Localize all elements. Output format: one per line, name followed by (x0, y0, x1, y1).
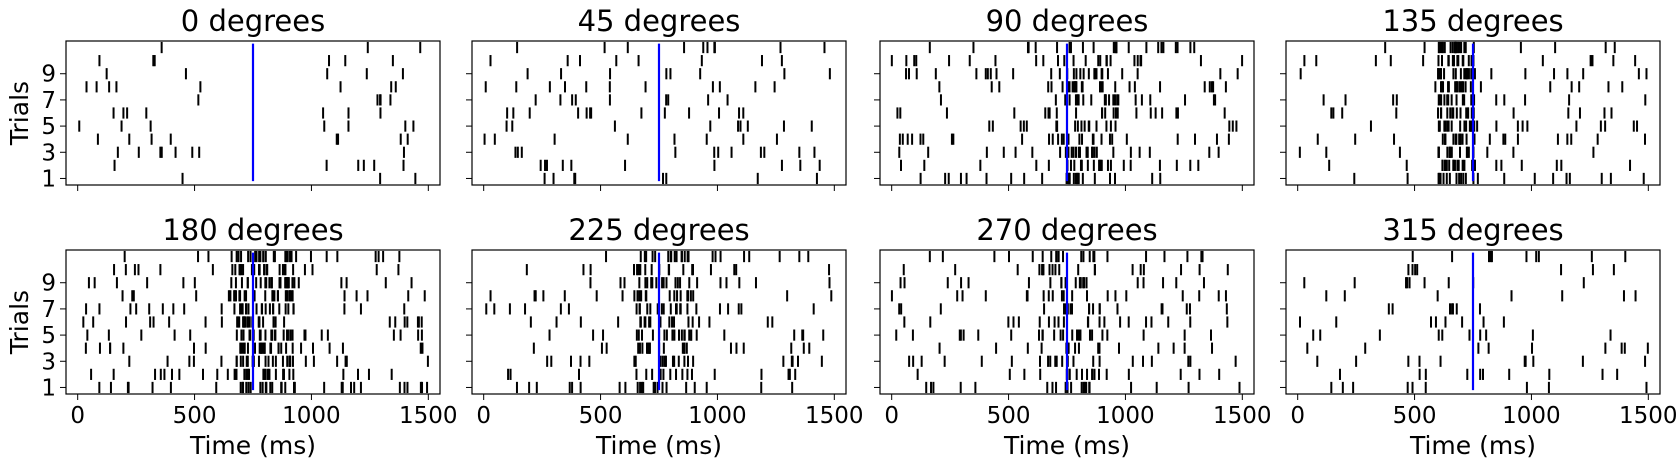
panel-title: 45 degrees (578, 4, 741, 38)
spike-train-group (82, 250, 429, 394)
x-tick-label: 1500 (399, 403, 458, 429)
spike-train-group (890, 250, 1241, 394)
x-tick-label: 500 (173, 403, 217, 429)
axes-frame (65, 40, 441, 186)
spike-train-group (485, 250, 833, 394)
raster-panel: 270 degrees 0 500 1000 1500 Time (ms) (874, 213, 1272, 460)
x-tick-label: 1000 (688, 403, 747, 429)
axes-frame (65, 249, 441, 395)
raster-panel: 45 degrees (466, 4, 847, 191)
y-tick-label: 5 (41, 114, 56, 140)
x-axis-label: Time (ms) (1409, 431, 1536, 460)
y-tick-label: 9 (41, 62, 56, 88)
panel-title: 0 degrees (181, 4, 325, 38)
spike-train-group (890, 41, 1244, 185)
y-tick-label: 1 (41, 166, 56, 192)
x-tick-label: 1500 (805, 403, 864, 429)
axes-frame (471, 249, 847, 395)
x-axis-label: Time (ms) (189, 431, 316, 460)
x-tick-label: 500 (579, 403, 623, 429)
raster-panel: 90 degrees (874, 4, 1255, 191)
axes-frame (471, 40, 847, 186)
x-tick-label: 0 (70, 403, 85, 429)
y-axis-label: Trials (5, 290, 34, 355)
y-tick-label: 1 (41, 375, 56, 401)
panel-title: 180 degrees (162, 213, 343, 247)
raster-panel: 135 degrees (1280, 4, 1661, 191)
spike-train-group (1298, 41, 1648, 185)
axes-frame (1285, 249, 1661, 395)
x-axis-label: Time (ms) (595, 431, 722, 460)
x-axis-label: Time (ms) (1003, 431, 1130, 460)
axes-frame (879, 40, 1255, 186)
x-tick-label: 1000 (1502, 403, 1561, 429)
y-tick-label: 9 (41, 271, 56, 297)
y-tick-label: 7 (41, 88, 56, 114)
x-tick-label: 0 (884, 403, 899, 429)
x-tick-label: 1500 (1213, 403, 1272, 429)
x-tick-label: 1000 (282, 403, 341, 429)
raster-panel: 315 degrees 0 500 1000 1500 Time (ms) (1280, 213, 1678, 460)
axes-frame (1285, 40, 1661, 186)
y-tick-label: 7 (41, 297, 56, 323)
raster-panel: 225 degrees 0 500 1000 1500 Time (ms) (466, 213, 864, 460)
y-tick-label: 3 (41, 140, 56, 166)
x-tick-label: 500 (1393, 403, 1437, 429)
x-tick-label: 0 (476, 403, 491, 429)
panel-title: 315 degrees (1382, 213, 1563, 247)
spike-train-group (1298, 250, 1649, 394)
x-tick-label: 0 (1290, 403, 1305, 429)
panel-title: 225 degrees (568, 213, 749, 247)
spike-train-group (78, 41, 422, 185)
x-tick-label: 1000 (1096, 403, 1155, 429)
panel-title: 270 degrees (976, 213, 1157, 247)
x-tick-label: 1500 (1619, 403, 1678, 429)
y-axis-label: Trials (5, 81, 34, 146)
panel-title: 90 degrees (986, 4, 1149, 38)
spike-train-group (483, 41, 831, 185)
panel-title: 135 degrees (1382, 4, 1563, 38)
y-tick-label: 5 (41, 323, 56, 349)
x-tick-label: 500 (987, 403, 1031, 429)
axes-frame (879, 249, 1255, 395)
y-tick-label: 3 (41, 349, 56, 375)
